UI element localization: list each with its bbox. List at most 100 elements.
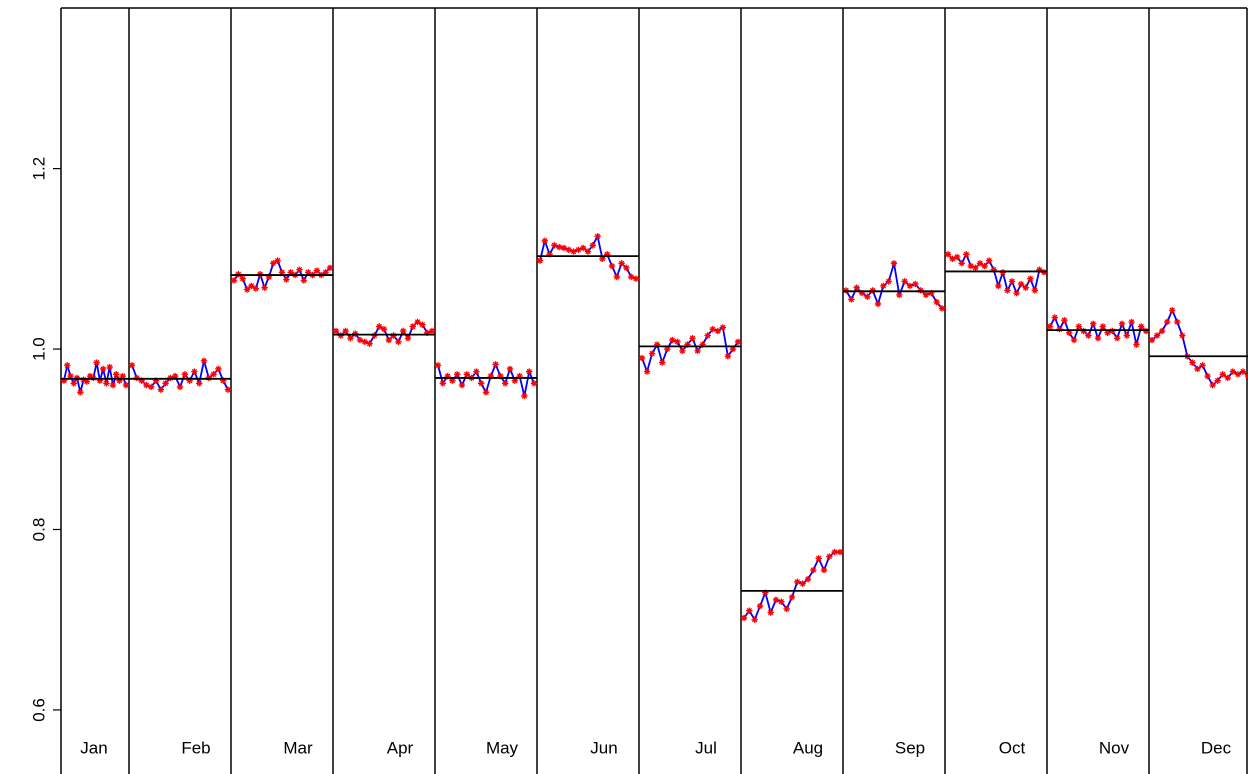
data-point xyxy=(1234,371,1242,378)
data-point xyxy=(869,287,876,294)
data-point xyxy=(90,374,97,382)
data-point xyxy=(116,377,123,384)
x-tick-label: Dec xyxy=(1201,738,1232,757)
data-point xyxy=(613,273,620,281)
data-point xyxy=(589,242,596,249)
data-point xyxy=(990,266,997,273)
data-point xyxy=(912,280,919,288)
data-point xyxy=(762,589,769,596)
subseries-line xyxy=(743,551,840,622)
x-tick-label: Sep xyxy=(895,738,925,757)
data-point xyxy=(256,270,264,278)
data-point xyxy=(1051,314,1058,321)
data-point xyxy=(756,602,764,610)
data-point xyxy=(283,276,290,283)
data-point xyxy=(243,286,251,293)
data-point xyxy=(967,262,975,270)
data-point xyxy=(220,377,227,384)
data-point xyxy=(380,325,388,333)
data-point xyxy=(473,368,480,375)
data-point xyxy=(77,389,84,396)
data-point xyxy=(361,338,368,346)
data-point xyxy=(1204,372,1211,380)
data-point xyxy=(1017,280,1025,288)
data-point xyxy=(699,341,706,348)
data-point xyxy=(570,248,577,255)
data-point xyxy=(953,253,961,261)
data-point xyxy=(938,305,946,312)
data-point xyxy=(122,381,130,389)
data-point xyxy=(1075,323,1082,330)
data-point xyxy=(1199,362,1206,369)
data-point xyxy=(976,260,984,267)
data-point xyxy=(584,248,592,255)
data-point xyxy=(119,372,126,380)
data-point xyxy=(414,318,421,326)
data-point xyxy=(981,262,988,270)
data-point xyxy=(1008,278,1016,285)
data-point xyxy=(439,380,446,387)
data-point xyxy=(536,257,544,264)
data-point xyxy=(93,359,100,366)
data-point xyxy=(1224,374,1231,382)
x-tick-label: Apr xyxy=(387,738,414,757)
data-point xyxy=(944,251,952,258)
x-tick-label: Feb xyxy=(181,738,210,757)
data-point xyxy=(746,607,753,614)
data-point xyxy=(804,575,812,583)
subseries-line xyxy=(947,252,1045,296)
data-point xyxy=(449,377,456,384)
data-point xyxy=(1061,316,1068,324)
data-point xyxy=(83,378,91,385)
data-point xyxy=(1133,341,1140,348)
data-point xyxy=(1109,327,1116,335)
data-point xyxy=(664,345,671,353)
data-point xyxy=(719,324,727,331)
data-point xyxy=(152,377,160,384)
data-point xyxy=(332,327,340,335)
data-point xyxy=(853,284,860,291)
data-point xyxy=(530,380,538,387)
data-point xyxy=(428,327,436,335)
data-point xyxy=(434,362,442,369)
x-tick-label: Mar xyxy=(283,738,313,757)
data-point xyxy=(366,340,373,347)
data-point xyxy=(1142,327,1150,335)
data-point xyxy=(371,332,378,339)
data-point xyxy=(390,332,397,339)
data-point xyxy=(1163,318,1171,326)
y-tick-label: 0.6 xyxy=(29,698,48,722)
data-point xyxy=(109,381,117,389)
data-point xyxy=(864,293,871,300)
x-tick-label: Oct xyxy=(999,738,1026,757)
data-point xyxy=(296,266,303,273)
data-point xyxy=(347,335,354,342)
data-point xyxy=(400,327,407,335)
data-point xyxy=(1070,336,1078,344)
data-point xyxy=(1194,365,1201,373)
data-point xyxy=(1104,329,1111,337)
x-tick-label: Nov xyxy=(1099,738,1130,757)
data-point xyxy=(659,359,666,366)
data-point xyxy=(404,335,412,342)
data-point xyxy=(274,257,281,264)
data-point xyxy=(608,262,616,270)
data-point xyxy=(167,374,174,382)
data-point xyxy=(278,269,286,276)
data-point xyxy=(901,278,908,285)
data-point xyxy=(628,273,635,281)
x-tick-label: Jun xyxy=(590,738,617,757)
data-point xyxy=(541,237,548,244)
data-point xyxy=(215,365,222,373)
data-point xyxy=(1214,377,1221,384)
data-point xyxy=(191,368,198,375)
data-point xyxy=(551,242,558,249)
data-point xyxy=(96,377,104,384)
data-point xyxy=(1138,323,1145,330)
data-point xyxy=(1209,381,1216,389)
data-point xyxy=(848,296,855,303)
data-point xyxy=(1022,284,1029,291)
data-point xyxy=(1004,287,1011,294)
data-point xyxy=(689,335,696,342)
data-point xyxy=(618,260,625,267)
